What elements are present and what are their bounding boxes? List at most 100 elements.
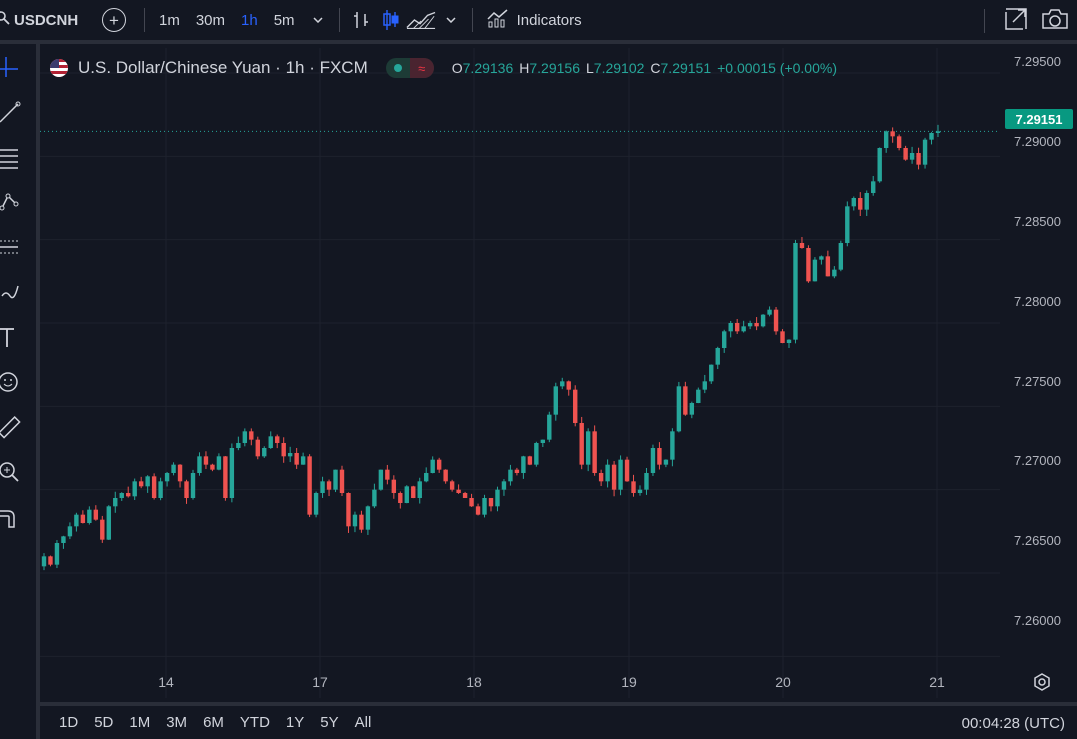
candle-body — [184, 481, 189, 498]
divider — [144, 8, 145, 32]
candles — [41, 124, 941, 571]
candle-body — [365, 506, 371, 530]
price-axis[interactable]: 7.29500 7.29000 7.28500 7.28000 7.27500 … — [1000, 48, 1077, 698]
add-symbol-icon[interactable]: + — [102, 8, 126, 32]
range-6m[interactable]: 6M — [203, 714, 224, 731]
interval-30m[interactable]: 30m — [195, 11, 226, 29]
grid — [40, 48, 1000, 698]
candle-body — [106, 506, 111, 540]
chevron-down-icon[interactable] — [303, 17, 333, 23]
range-5y[interactable]: 5Y — [320, 714, 339, 731]
candle-body — [637, 489, 643, 493]
low-key: L — [585, 60, 594, 76]
candle-body — [553, 386, 558, 415]
candle-body — [832, 269, 837, 277]
interval-5m[interactable]: 5m — [273, 11, 295, 29]
time-label: 21 — [929, 674, 945, 690]
candle-body — [540, 439, 546, 443]
legend-title[interactable]: U.S. Dollar/Chinese Yuan · 1h · FXCM — [78, 58, 368, 77]
zoom-icon[interactable] — [0, 449, 36, 494]
candle-body — [339, 469, 345, 493]
price-label: 7.28000 — [1014, 294, 1061, 309]
candle-body — [883, 131, 889, 148]
pattern-icon[interactable] — [0, 179, 36, 224]
crosshair-icon[interactable] — [0, 44, 36, 89]
candle-body — [845, 206, 850, 243]
candle-body — [216, 456, 222, 470]
candle-body — [579, 423, 584, 465]
candle-body — [411, 486, 416, 498]
candle-body — [754, 323, 759, 327]
candle-body — [780, 331, 785, 343]
candle-body — [851, 198, 856, 207]
bar-chart-icon[interactable] — [346, 5, 376, 35]
symbol-label: USDCNH — [14, 11, 79, 29]
fib-icon[interactable] — [0, 134, 36, 179]
range-ytd[interactable]: YTD — [239, 714, 270, 731]
candle-body — [164, 473, 170, 482]
interval-1m[interactable]: 1m — [159, 11, 180, 29]
interval-1h[interactable]: 1h — [241, 11, 258, 29]
status-pill[interactable]: ≈ — [385, 58, 434, 78]
chevron-down-icon[interactable] — [436, 17, 466, 23]
time-label: 17 — [312, 674, 328, 690]
candle-body — [229, 448, 235, 498]
price-chart[interactable] — [40, 48, 1000, 698]
candle-body — [806, 248, 811, 282]
candle-body — [151, 476, 157, 498]
candle-body — [190, 473, 196, 498]
candle-body — [294, 453, 299, 465]
area-chart-icon[interactable] — [406, 5, 436, 35]
candle-body — [255, 439, 260, 457]
candle-body — [560, 381, 565, 387]
time-label: 20 — [775, 674, 791, 690]
range-all[interactable]: All — [354, 714, 372, 731]
magnet-icon[interactable] — [0, 494, 36, 539]
open-key: O — [451, 60, 463, 76]
wave-icon: ≈ — [409, 58, 434, 78]
candle-body — [819, 256, 824, 260]
ruler-icon[interactable] — [0, 404, 36, 449]
close-key: C — [650, 60, 661, 76]
range-3m[interactable]: 3M — [166, 714, 188, 731]
camera-icon[interactable] — [1041, 7, 1069, 35]
candle-body — [922, 139, 928, 165]
change-value: +0.00015 (+0.00%) — [717, 60, 837, 76]
candle-body — [683, 386, 688, 415]
candle-body — [158, 481, 163, 498]
candle-body — [793, 243, 798, 340]
projection-icon[interactable] — [0, 224, 36, 269]
candle-body — [598, 473, 604, 482]
utc-clock[interactable]: 00:04:28 (UTC) — [961, 715, 1065, 732]
text-icon[interactable] — [0, 314, 36, 359]
range-1y[interactable]: 1Y — [285, 714, 305, 731]
emoji-icon[interactable] — [0, 359, 36, 404]
candle-body — [935, 131, 941, 133]
indicators-button[interactable]: Indicators — [479, 8, 590, 32]
candle-body — [132, 481, 137, 497]
candle-body — [728, 323, 733, 332]
range-1m[interactable]: 1M — [129, 714, 151, 731]
candle-body — [80, 514, 86, 523]
trend-line-icon[interactable] — [0, 89, 36, 134]
candle-body — [689, 403, 695, 415]
candle-body — [767, 309, 772, 315]
candle-body — [326, 481, 332, 490]
candle-body — [197, 456, 202, 473]
candle-body — [307, 456, 312, 515]
time-axis[interactable]: 14 17 18 19 20 21 — [40, 666, 1000, 698]
fullscreen-icon[interactable] — [1003, 6, 1029, 36]
candle-body — [469, 498, 474, 507]
candle-body — [61, 536, 66, 543]
candle-body — [890, 131, 895, 137]
range-1d[interactable]: 1D — [59, 714, 79, 731]
candles-icon[interactable] — [376, 5, 406, 35]
settings-gear-icon[interactable] — [1032, 672, 1052, 697]
symbol-search[interactable]: USDCNH — [0, 11, 86, 29]
candle-body — [275, 436, 280, 443]
range-5d[interactable]: 5D — [94, 714, 114, 731]
candle-body — [696, 389, 701, 403]
candle-body — [864, 193, 869, 210]
candle-body — [417, 481, 422, 498]
brush-icon[interactable] — [0, 269, 36, 314]
